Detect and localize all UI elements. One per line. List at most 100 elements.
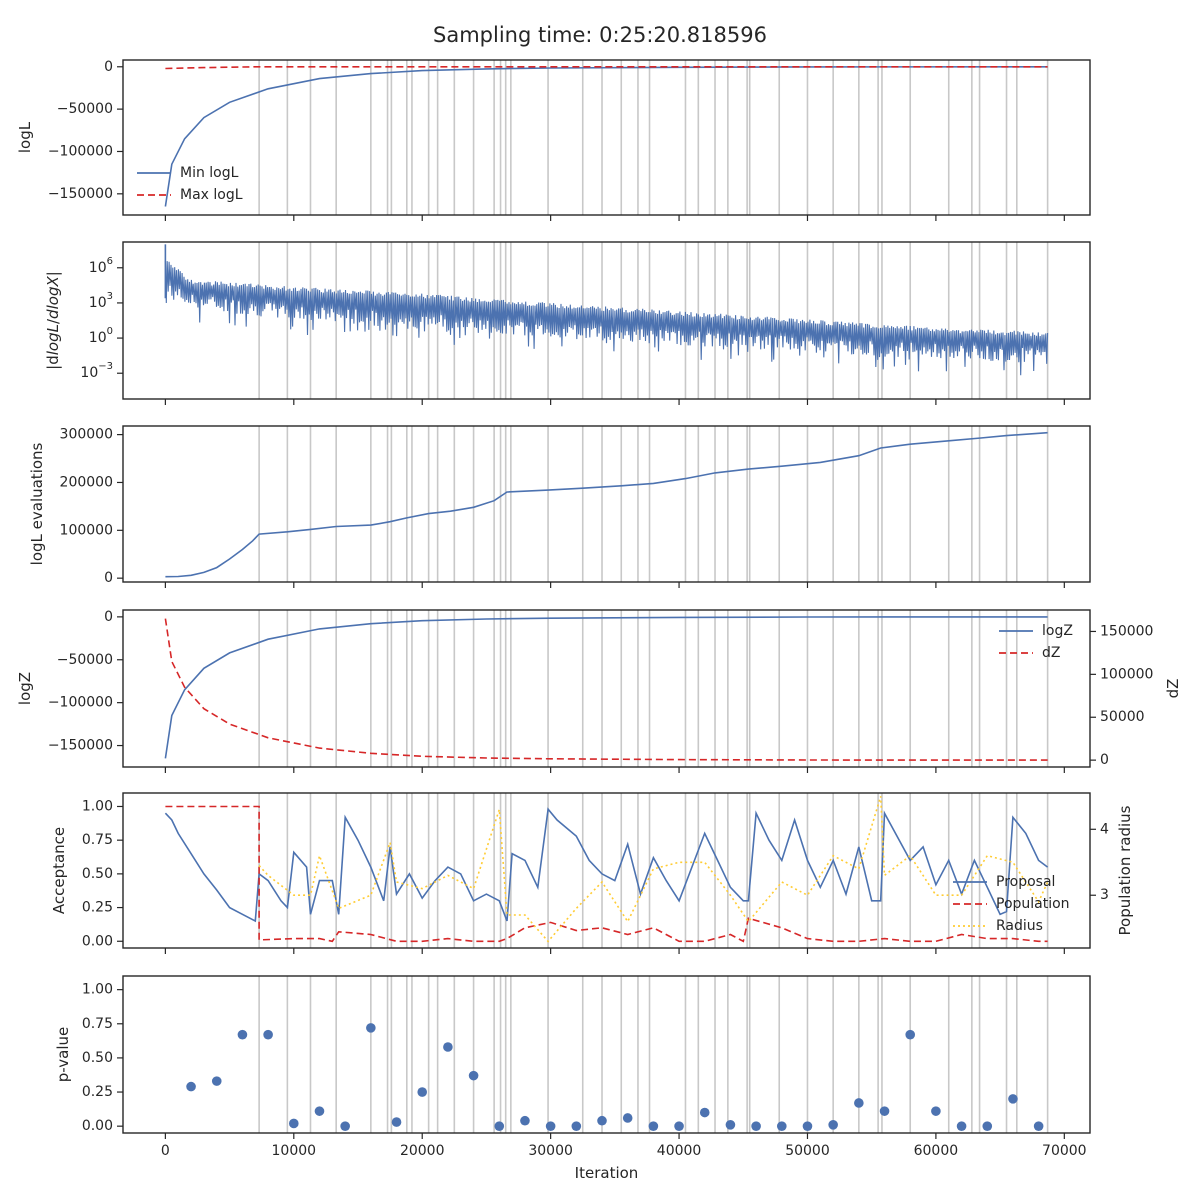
data-point bbox=[1033, 1121, 1044, 1131]
data-point bbox=[1008, 1094, 1018, 1104]
x-tick-label: 0 bbox=[161, 1143, 170, 1159]
data-point bbox=[776, 1121, 787, 1131]
y-tick-label: 100 bbox=[89, 326, 113, 346]
y-tick-label: −50000 bbox=[57, 652, 113, 668]
y-tick-label: −150000 bbox=[48, 738, 113, 754]
data-point bbox=[494, 1121, 505, 1131]
x-tick-label: 60000 bbox=[914, 1143, 959, 1159]
data-point bbox=[699, 1107, 710, 1118]
y-tick-label: 0 bbox=[104, 570, 113, 586]
series-dz-line bbox=[164, 618, 1048, 761]
plot-frame bbox=[122, 609, 1091, 768]
y-tick-label: 1.00 bbox=[82, 982, 113, 998]
right-y-axis-label: Population radius bbox=[1116, 805, 1134, 935]
data-point bbox=[751, 1121, 761, 1131]
data-point bbox=[211, 1076, 222, 1086]
series-population-line bbox=[165, 805, 1048, 943]
panel-5: 0.00 0.25 0.50 0.75 1.00 3 4 Population radius A… bbox=[50, 792, 1134, 954]
y-axis-label: logZ bbox=[16, 672, 34, 705]
data-point bbox=[391, 1117, 402, 1127]
data-point bbox=[905, 1029, 916, 1040]
y-tick-label: 106 bbox=[89, 256, 113, 276]
legend-label: Population bbox=[996, 896, 1070, 912]
plot-frame bbox=[122, 241, 1091, 400]
y-tick-label: −150000 bbox=[48, 186, 113, 202]
legend-label: dZ bbox=[1042, 645, 1060, 661]
y-tick-label: 0 bbox=[104, 609, 113, 625]
data-point bbox=[443, 1042, 453, 1052]
plot-frame bbox=[122, 975, 1091, 1134]
data-point bbox=[982, 1121, 993, 1131]
y-tick-label: 0.25 bbox=[82, 1084, 113, 1100]
x-tick-label: 10000 bbox=[272, 1143, 317, 1159]
x-tick-label: 40000 bbox=[657, 1143, 702, 1159]
data-point bbox=[854, 1098, 864, 1108]
data-point bbox=[468, 1070, 479, 1081]
plot-frame bbox=[122, 425, 1091, 583]
legend: logZ dZ bbox=[999, 623, 1073, 661]
data-point bbox=[366, 1023, 376, 1033]
series-max-logl-line bbox=[165, 66, 1048, 70]
x-tick-label: 20000 bbox=[400, 1143, 445, 1159]
right-y-tick-label: 4 bbox=[1100, 821, 1109, 837]
right-y-tick-label: 100000 bbox=[1100, 666, 1153, 682]
data-point bbox=[571, 1121, 582, 1131]
series-line-line bbox=[165, 431, 1048, 578]
y-tick-label: 200000 bbox=[60, 474, 113, 490]
panel-3: 0 100000 200000 300000 logL evaluations bbox=[28, 425, 1091, 588]
legend-label: Radius bbox=[996, 918, 1043, 934]
panel-2: 106 103 100 10−3 |dlogL/dlogX| bbox=[44, 241, 1091, 405]
right-y-axis-label: dZ bbox=[1164, 679, 1182, 699]
data-point bbox=[288, 1118, 299, 1129]
x-tick-label: 70000 bbox=[1042, 1143, 1087, 1159]
right-y-tick-label: 150000 bbox=[1100, 623, 1153, 639]
y-tick-label: 0.50 bbox=[82, 1050, 113, 1066]
data-point bbox=[597, 1115, 607, 1126]
right-y-tick-label: 0 bbox=[1100, 752, 1109, 768]
data-point bbox=[879, 1106, 890, 1116]
data-point bbox=[340, 1121, 350, 1131]
y-tick-label: −50000 bbox=[57, 101, 113, 117]
data-point bbox=[263, 1029, 273, 1040]
x-tick-label: 30000 bbox=[528, 1143, 573, 1159]
y-axis-label: logL bbox=[16, 121, 34, 153]
legend: Proposal Population Radius bbox=[953, 874, 1070, 934]
y-tick-label: 100000 bbox=[60, 522, 113, 538]
y-tick-label: 103 bbox=[89, 291, 113, 311]
series-logz-line bbox=[164, 616, 1048, 759]
y-tick-label: −100000 bbox=[48, 143, 113, 159]
data-point bbox=[545, 1121, 556, 1131]
data-point bbox=[417, 1087, 428, 1097]
right-y-tick-label: 3 bbox=[1100, 887, 1109, 903]
y-tick-label: 10−3 bbox=[80, 361, 113, 381]
y-tick-label: 0.75 bbox=[82, 1016, 113, 1032]
legend-label: Min logL bbox=[180, 165, 239, 181]
data-point bbox=[931, 1106, 941, 1116]
data-point bbox=[802, 1121, 813, 1131]
data-point bbox=[648, 1121, 659, 1131]
data-point bbox=[828, 1120, 838, 1130]
panels: 0 −50000 −100000 −150000 logL Min logL Max log… bbox=[16, 59, 1182, 1182]
legend: Min logL Max logL bbox=[137, 165, 243, 203]
x-axis-label: Iteration bbox=[575, 1164, 639, 1182]
chart-title: Sampling time: 0:25:20.818596 bbox=[433, 23, 767, 47]
panel-1: 0 −50000 −100000 −150000 logL Min logL Max log… bbox=[16, 59, 1091, 221]
y-axis-label: p-value bbox=[54, 1027, 72, 1083]
data-point bbox=[622, 1113, 633, 1123]
y-tick-label: 0.25 bbox=[82, 900, 113, 916]
data-point bbox=[520, 1115, 530, 1126]
y-tick-label: 0.50 bbox=[82, 866, 113, 882]
plot-frame bbox=[122, 59, 1091, 216]
data-point bbox=[725, 1120, 736, 1130]
panel-4: 0 −50000 −100000 −150000 0 50000 100000 150000 d… bbox=[16, 609, 1182, 773]
panel-6: 0.00 0.25 0.50 0.75 1.00 p-value 0 10000 20000 30… bbox=[54, 975, 1091, 1182]
y-axis-label: logL evaluations bbox=[28, 442, 46, 565]
y-tick-label: 0 bbox=[104, 59, 113, 75]
data-point bbox=[314, 1106, 325, 1116]
data-point bbox=[956, 1121, 967, 1131]
y-axis-label: |dlogL/dlogX| bbox=[44, 271, 62, 370]
right-y-tick-label: 50000 bbox=[1100, 709, 1145, 725]
y-tick-label: 0.00 bbox=[82, 1118, 113, 1134]
legend-label: Max logL bbox=[180, 187, 243, 203]
